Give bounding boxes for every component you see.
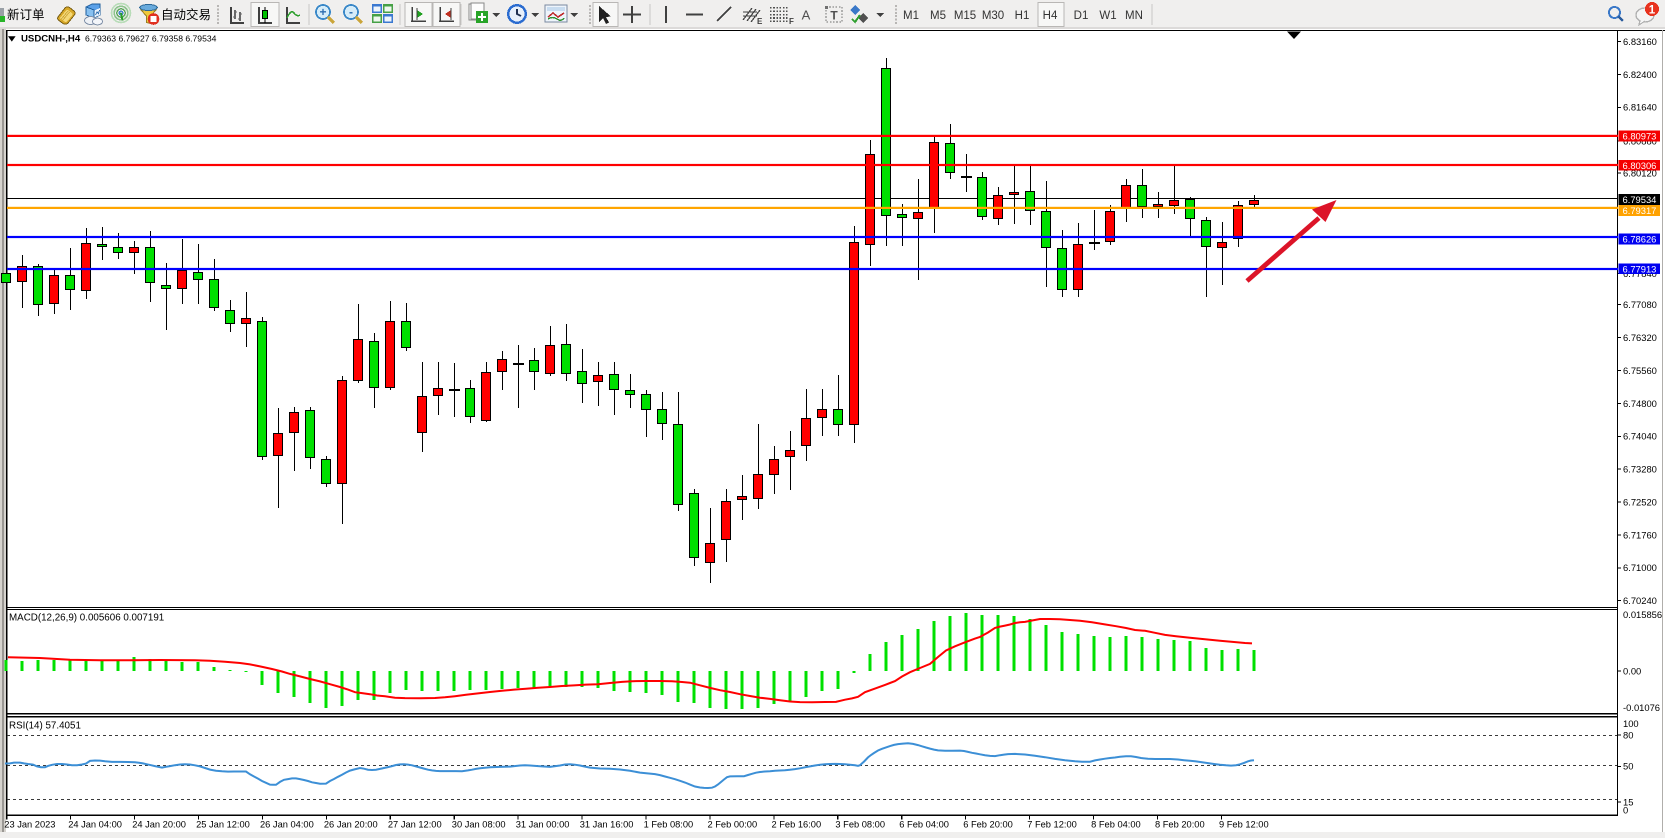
svg-text:自动交易: 自动交易 (161, 7, 211, 22)
svg-text:25 Jan 12:00: 25 Jan 12:00 (196, 820, 250, 830)
svg-text:6.81640: 6.81640 (1623, 102, 1657, 113)
svg-text:0.00: 0.00 (1623, 665, 1641, 676)
svg-text:80: 80 (1623, 729, 1633, 740)
svg-text:3 Feb 08:00: 3 Feb 08:00 (835, 820, 885, 830)
svg-text:6 Feb 20:00: 6 Feb 20:00 (963, 820, 1013, 830)
svg-text:H4: H4 (1043, 10, 1058, 22)
svg-text:T: T (830, 9, 838, 23)
svg-text:6.76320: 6.76320 (1623, 332, 1657, 343)
svg-text:M30: M30 (982, 10, 1004, 22)
svg-text:6.72520: 6.72520 (1623, 496, 1657, 507)
svg-text:100: 100 (1623, 718, 1639, 729)
svg-text:6.74800: 6.74800 (1623, 398, 1657, 409)
svg-text:1 Feb 08:00: 1 Feb 08:00 (644, 820, 694, 830)
svg-text:E: E (757, 17, 763, 26)
svg-text:6.70240: 6.70240 (1623, 595, 1657, 606)
svg-text:26 Jan 20:00: 26 Jan 20:00 (324, 820, 378, 830)
svg-text:8 Feb 04:00: 8 Feb 04:00 (1091, 820, 1141, 830)
svg-text:6.79363 6.79627 6.79358 6.7953: 6.79363 6.79627 6.79358 6.79534 (85, 34, 217, 44)
svg-text:27 Jan 12:00: 27 Jan 12:00 (388, 820, 442, 830)
svg-text:M1: M1 (903, 10, 919, 22)
svg-text:50: 50 (1623, 761, 1633, 772)
svg-text:23 Jan 2023: 23 Jan 2023 (4, 820, 55, 830)
svg-text:W1: W1 (1099, 10, 1116, 22)
svg-text:1: 1 (1649, 5, 1656, 17)
svg-text:MACD(12,26,9) 0.005606 0.00719: MACD(12,26,9) 0.005606 0.007191 (9, 612, 164, 623)
svg-text:24 Jan 20:00: 24 Jan 20:00 (132, 820, 186, 830)
svg-text:6.80973: 6.80973 (1623, 131, 1657, 142)
svg-text:26 Jan 04:00: 26 Jan 04:00 (260, 820, 314, 830)
svg-text:0.015856: 0.015856 (1623, 609, 1662, 620)
svg-text:2 Feb 16:00: 2 Feb 16:00 (772, 820, 822, 830)
svg-text:-: - (349, 5, 353, 19)
svg-text:M15: M15 (954, 10, 976, 22)
svg-text:MN: MN (1125, 10, 1143, 22)
svg-text:6.82400: 6.82400 (1623, 69, 1657, 80)
svg-text:6.73280: 6.73280 (1623, 464, 1657, 475)
svg-text:RSI(14) 57.4051: RSI(14) 57.4051 (9, 721, 81, 732)
svg-text:6.77080: 6.77080 (1623, 299, 1657, 310)
svg-text:6.77913: 6.77913 (1623, 263, 1657, 274)
svg-text:H1: H1 (1015, 10, 1030, 22)
svg-text:6.79534: 6.79534 (1623, 194, 1657, 205)
svg-text:+: + (319, 5, 326, 19)
svg-text:31 Jan 16:00: 31 Jan 16:00 (580, 820, 634, 830)
svg-text:USDCNH-,H4: USDCNH-,H4 (21, 34, 81, 45)
svg-text:-0.01076: -0.01076 (1623, 702, 1660, 713)
svg-text:30 Jan 08:00: 30 Jan 08:00 (452, 820, 506, 830)
svg-text:7 Feb 12:00: 7 Feb 12:00 (1027, 820, 1077, 830)
svg-text:6.71000: 6.71000 (1623, 562, 1657, 573)
svg-text:M5: M5 (930, 10, 946, 22)
svg-text:2 Feb 00:00: 2 Feb 00:00 (708, 820, 758, 830)
svg-text:6.71760: 6.71760 (1623, 529, 1657, 540)
svg-text:6.80120: 6.80120 (1623, 168, 1657, 179)
svg-text:D1: D1 (1074, 10, 1089, 22)
svg-text:F: F (789, 17, 794, 26)
svg-text:新订单: 新订单 (7, 7, 45, 22)
svg-text:6.75560: 6.75560 (1623, 365, 1657, 376)
svg-text:9 Feb 12:00: 9 Feb 12:00 (1219, 820, 1269, 830)
svg-text:15: 15 (1623, 796, 1633, 807)
svg-text:31 Jan 00:00: 31 Jan 00:00 (516, 820, 570, 830)
svg-text:0: 0 (1623, 804, 1628, 815)
svg-text:6 Feb 04:00: 6 Feb 04:00 (899, 820, 949, 830)
svg-text:6.79317: 6.79317 (1623, 205, 1657, 216)
svg-text:6.74040: 6.74040 (1623, 431, 1657, 442)
svg-text:24 Jan 04:00: 24 Jan 04:00 (68, 820, 122, 830)
svg-text:6.80306: 6.80306 (1623, 160, 1657, 171)
svg-text:6.83160: 6.83160 (1623, 36, 1657, 47)
svg-text:A: A (802, 8, 811, 23)
svg-text:8 Feb 20:00: 8 Feb 20:00 (1155, 820, 1205, 830)
svg-text:6.78626: 6.78626 (1623, 234, 1657, 245)
